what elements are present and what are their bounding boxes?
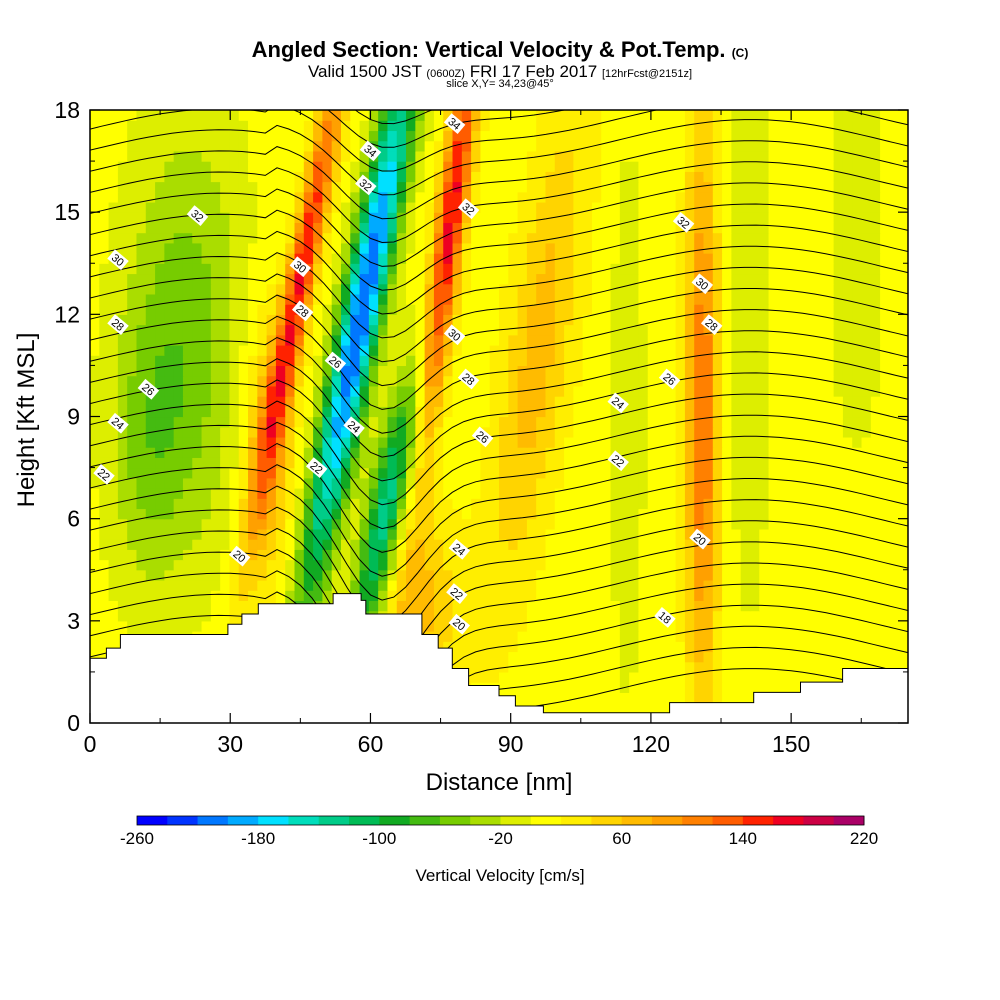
colorbar-tick-label: -100: [362, 829, 396, 848]
colorbar-swatch: [197, 816, 229, 825]
terrain-mask: [89, 593, 909, 724]
colorbar-tick-label: -20: [488, 829, 513, 848]
title-suffix: (C): [731, 46, 749, 60]
colorbar-swatch: [439, 816, 471, 825]
colorbar-swatch: [379, 816, 411, 825]
colorbar-swatch: [773, 816, 804, 825]
axes: 0 30 60 90 120 150 0 3 6 9 12 15 18: [54, 97, 908, 757]
y-tick-label: 15: [54, 199, 80, 225]
colorbar-tick-label: 220: [850, 829, 878, 848]
colorbar-swatch: [530, 816, 562, 825]
x-tick-label: 120: [632, 731, 670, 757]
colorbar-swatch: [227, 816, 259, 825]
colorbar-tick-label: 60: [612, 829, 631, 848]
y-tick-label: 12: [54, 301, 80, 327]
y-tick-label: 6: [67, 506, 80, 532]
colorbar-tick-label: 140: [729, 829, 757, 848]
colorbar-swatch: [621, 816, 653, 825]
x-axis-label: Distance [nm]: [426, 769, 573, 796]
colorbar-tick-label: -260: [120, 829, 154, 848]
y-tick-label: 3: [67, 608, 80, 634]
x-tick-label: 0: [84, 731, 97, 757]
colorbar-swatch: [591, 816, 623, 825]
slice-info: slice X,Y= 34,23@45°: [446, 78, 554, 90]
colorbar-swatch: [561, 816, 592, 825]
colorbar-swatch: [682, 816, 714, 825]
temperature-contours: [90, 110, 908, 717]
colorbar-swatch: [409, 816, 441, 825]
colorbar-swatch: [470, 816, 501, 825]
colorbar-swatch: [742, 816, 774, 825]
x-tick-label: 90: [498, 731, 524, 757]
chart-title: Angled Section: Vertical Velocity & Pot.…: [251, 37, 749, 62]
colorbar-swatch: [712, 816, 744, 825]
chart-subtitle: Valid 1500 JST (0600Z) FRI 17 Feb 2017 […: [307, 62, 693, 81]
colorbar-swatch: [651, 816, 683, 825]
x-tick-label: 150: [772, 731, 810, 757]
x-tick-label: 60: [358, 731, 384, 757]
colorbar: -260 -180 -100 -20 60 140 220: [120, 815, 878, 848]
y-tick-label: 0: [67, 710, 80, 736]
colorbar-swatch: [500, 816, 532, 825]
y-axis-label: Height [Kft MSL]: [13, 333, 40, 508]
colorbar-swatch: [833, 816, 865, 825]
colorbar-swatch: [288, 816, 320, 825]
y-tick-label: 9: [67, 404, 80, 430]
colorbar-tick-label: -180: [241, 829, 275, 848]
colorbar-swatch: [258, 816, 289, 825]
colorbar-swatch: [167, 816, 199, 825]
colorbar-label: Vertical Velocity [cm/s]: [415, 866, 584, 885]
colorbar-swatch: [137, 816, 168, 825]
y-tick-label: 18: [54, 97, 80, 123]
colorbar-swatch: [318, 816, 350, 825]
colorbar-swatch: [349, 816, 380, 825]
colorbar-swatch: [803, 816, 835, 825]
x-tick-label: 30: [217, 731, 243, 757]
